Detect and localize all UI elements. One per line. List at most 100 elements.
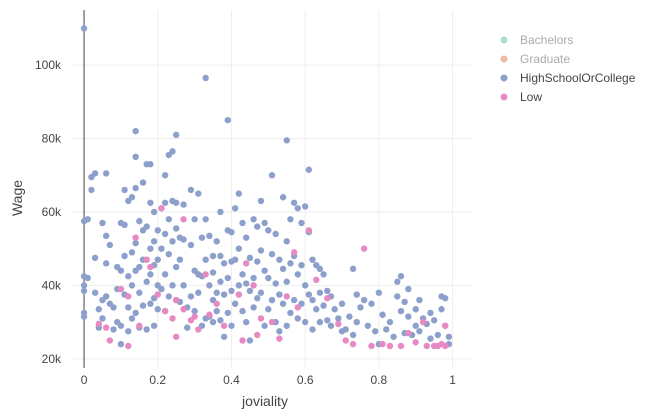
x-tick-label: 1 — [449, 373, 456, 387]
data-point — [99, 219, 106, 227]
data-point — [84, 274, 91, 282]
data-point — [368, 342, 375, 350]
legend-label: HighSchoolOrCollege — [520, 71, 636, 85]
data-point — [195, 289, 202, 296]
data-point — [442, 295, 449, 302]
data-point — [110, 326, 117, 333]
grid — [73, 10, 471, 368]
data-point — [324, 295, 331, 302]
data-point — [132, 127, 139, 135]
data-point — [80, 313, 88, 320]
data-point — [224, 116, 231, 124]
data-point — [353, 318, 360, 326]
y-tick-label: 100k — [35, 58, 62, 72]
data-point — [169, 238, 176, 245]
data-point — [172, 131, 180, 139]
data-point — [272, 230, 279, 238]
x-tick-label: 0.4 — [223, 373, 240, 387]
x-axis-title: joviality — [241, 393, 288, 409]
data-point — [224, 309, 231, 317]
data-point — [147, 300, 154, 307]
data-point — [147, 199, 154, 206]
data-point — [195, 326, 202, 333]
data-point — [84, 216, 91, 223]
data-point — [202, 271, 209, 278]
legend-label: Low — [520, 90, 542, 104]
data-point — [180, 201, 187, 208]
data-point — [235, 282, 243, 289]
data-point — [217, 317, 224, 324]
data-point — [239, 307, 246, 315]
data-point — [187, 293, 195, 300]
x-tick-label: 0.2 — [149, 373, 166, 387]
data-point — [117, 322, 125, 329]
legend-label: Graduate — [520, 52, 570, 66]
data-point — [128, 249, 136, 256]
y-axis-title: Wage — [9, 180, 25, 216]
data-point — [80, 25, 88, 32]
data-point — [386, 342, 394, 350]
data-point — [209, 318, 217, 326]
data-point — [294, 205, 301, 212]
data-point — [257, 247, 265, 254]
data-point — [268, 172, 276, 179]
data-point — [180, 306, 187, 313]
data-point — [371, 328, 379, 335]
data-point — [213, 300, 220, 307]
data-point — [243, 280, 250, 287]
data-point — [139, 302, 147, 309]
data-point — [235, 245, 243, 252]
data-point — [268, 296, 276, 304]
data-point — [254, 331, 261, 339]
data-point — [430, 317, 438, 324]
data-point — [427, 335, 434, 342]
data-point — [128, 194, 136, 201]
data-point — [180, 282, 187, 289]
data-point — [231, 300, 239, 307]
data-point — [261, 322, 268, 329]
data-point — [327, 322, 335, 329]
data-point — [364, 322, 372, 329]
data-point — [158, 285, 165, 293]
data-point — [239, 219, 246, 227]
data-point — [132, 239, 139, 247]
data-point — [143, 256, 150, 263]
data-point — [239, 337, 246, 344]
data-point — [394, 293, 401, 300]
data-point — [154, 306, 161, 313]
data-point — [301, 318, 309, 326]
data-point — [427, 309, 434, 317]
data-point — [290, 199, 298, 206]
data-point — [254, 295, 261, 302]
y-tick-label: 60k — [42, 205, 62, 219]
x-tick-label: 0 — [81, 373, 88, 387]
data-point — [276, 335, 283, 342]
data-point — [268, 250, 276, 258]
data-point — [246, 287, 254, 295]
data-point — [305, 166, 313, 173]
data-point — [161, 199, 169, 206]
data-point — [290, 296, 298, 304]
data-point — [349, 331, 357, 339]
data-point — [191, 216, 198, 223]
y-tick-label: 40k — [42, 278, 62, 292]
data-point — [442, 322, 449, 329]
data-point — [165, 293, 173, 300]
data-point — [368, 300, 375, 307]
data-point — [102, 260, 110, 267]
data-point — [224, 274, 231, 282]
data-point — [147, 271, 154, 278]
data-point — [324, 287, 331, 295]
data-point — [360, 296, 368, 304]
data-point — [136, 217, 143, 225]
data-point — [246, 254, 254, 262]
data-point — [243, 234, 250, 241]
data-point — [283, 278, 290, 285]
data-point — [161, 172, 169, 179]
data-point — [342, 326, 349, 333]
data-point — [132, 184, 139, 192]
data-point — [161, 271, 169, 278]
data-point — [172, 333, 180, 340]
data-point — [265, 227, 272, 234]
